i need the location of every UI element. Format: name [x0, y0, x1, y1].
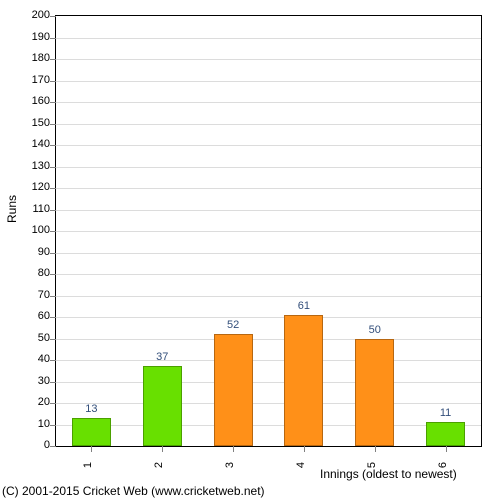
- grid-line: [56, 253, 481, 254]
- y-tick-label: 190: [32, 31, 50, 43]
- y-tick: [50, 167, 56, 168]
- y-tick: [50, 382, 56, 383]
- grid-line: [56, 231, 481, 232]
- bar-value-label: 50: [369, 324, 381, 336]
- y-tick-label: 180: [32, 52, 50, 64]
- x-tick-label: 3: [224, 462, 236, 468]
- x-tick: [162, 446, 163, 452]
- plot-area: 13 37 52 61 50 11: [55, 15, 482, 447]
- bar: [355, 339, 394, 447]
- y-tick-label: 160: [32, 95, 50, 107]
- grid-line: [56, 317, 481, 318]
- bar-value-label: 61: [298, 300, 310, 312]
- x-tick: [304, 446, 305, 452]
- x-tick: [446, 446, 447, 452]
- x-tick-label: 2: [153, 462, 165, 468]
- y-tick: [50, 210, 56, 211]
- y-tick-label: 70: [38, 289, 50, 301]
- y-tick: [50, 425, 56, 426]
- y-tick: [50, 446, 56, 447]
- y-tick-label: 140: [32, 138, 50, 150]
- y-tick: [50, 274, 56, 275]
- y-tick: [50, 403, 56, 404]
- x-tick-label: 4: [295, 462, 307, 468]
- y-tick-label: 130: [32, 160, 50, 172]
- x-tick-label: 5: [366, 462, 378, 468]
- bar-value-label: 13: [85, 403, 97, 415]
- y-tick-label: 110: [32, 203, 50, 215]
- y-axis-title: Runs: [5, 195, 19, 223]
- y-tick-label: 0: [44, 439, 50, 451]
- grid-line: [56, 124, 481, 125]
- x-tick-label: 6: [437, 462, 449, 468]
- y-tick: [50, 296, 56, 297]
- y-tick: [50, 253, 56, 254]
- y-tick: [50, 38, 56, 39]
- y-tick-label: 60: [38, 310, 50, 322]
- y-tick: [50, 81, 56, 82]
- grid-line: [56, 167, 481, 168]
- y-tick-label: 20: [38, 396, 50, 408]
- x-tick-label: 1: [82, 462, 94, 468]
- y-tick: [50, 145, 56, 146]
- y-tick-label: 170: [32, 74, 50, 86]
- grid-line: [56, 339, 481, 340]
- bar-value-label: 37: [156, 351, 168, 363]
- grid-line: [56, 382, 481, 383]
- y-tick: [50, 188, 56, 189]
- y-tick: [50, 59, 56, 60]
- bar-value-label: 52: [227, 319, 239, 331]
- bar-value-label: 11: [440, 407, 451, 419]
- y-tick: [50, 102, 56, 103]
- grid-line: [56, 102, 481, 103]
- grid-line: [56, 210, 481, 211]
- x-tick: [91, 446, 92, 452]
- y-tick-label: 100: [32, 224, 50, 236]
- x-tick: [375, 446, 376, 452]
- grid-line: [56, 403, 481, 404]
- grid-line: [56, 38, 481, 39]
- copyright-footer: (C) 2001-2015 Cricket Web (www.cricketwe…: [2, 484, 265, 498]
- y-tick: [50, 360, 56, 361]
- y-tick: [50, 231, 56, 232]
- bar: [426, 422, 465, 446]
- y-tick-label: 80: [38, 267, 50, 279]
- grid-line: [56, 296, 481, 297]
- grid-line: [56, 81, 481, 82]
- grid-line: [56, 274, 481, 275]
- y-tick-label: 10: [38, 418, 50, 430]
- grid-line: [56, 59, 481, 60]
- y-tick-label: 120: [32, 181, 50, 193]
- grid-line: [56, 145, 481, 146]
- x-axis-title: Innings (oldest to newest): [320, 467, 457, 481]
- y-tick-label: 30: [38, 375, 50, 387]
- bar: [214, 334, 253, 446]
- bar: [143, 366, 182, 446]
- grid-line: [56, 188, 481, 189]
- bar: [72, 418, 111, 446]
- y-tick: [50, 317, 56, 318]
- chart-container: 133752615011 Runs Innings (oldest to new…: [0, 0, 500, 500]
- bar: [284, 315, 323, 446]
- y-tick-label: 50: [38, 332, 50, 344]
- grid-line: [56, 360, 481, 361]
- y-tick-label: 90: [38, 246, 50, 258]
- y-tick-label: 40: [38, 353, 50, 365]
- y-tick-label: 200: [32, 9, 50, 21]
- y-tick: [50, 339, 56, 340]
- y-tick: [50, 124, 56, 125]
- grid-line: [56, 425, 481, 426]
- y-tick: [50, 16, 56, 17]
- x-tick: [233, 446, 234, 452]
- y-tick-label: 150: [32, 117, 50, 129]
